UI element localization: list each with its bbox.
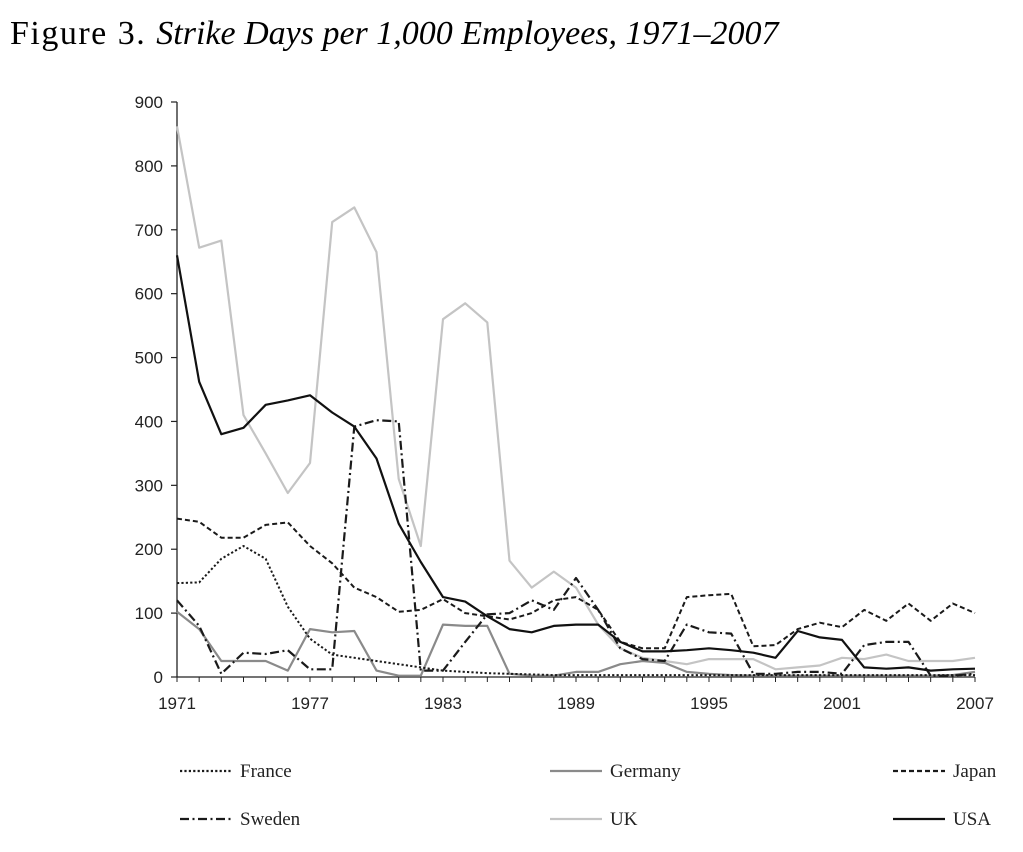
- legend-label-germany: Germany: [610, 761, 681, 782]
- y-tick-label: 600: [135, 285, 163, 304]
- x-tick-label: 1971: [158, 694, 196, 713]
- legend-label-france: France: [240, 761, 292, 782]
- y-tick-label: 500: [135, 349, 163, 368]
- x-tick-label: 1995: [690, 694, 728, 713]
- series-line-germany: [176, 610, 976, 677]
- series-line-uk: [175, 126, 976, 671]
- series-line-usa: [175, 255, 976, 672]
- chart-axes: 0 100 200 300 400 500 600 700 800 900 1971 1977 1983…: [135, 93, 994, 713]
- chart-title: Figure 3. Strike Days per 1,000 Employees…: [10, 15, 781, 52]
- y-tick-label: 800: [135, 157, 163, 176]
- y-tick-label: 200: [135, 540, 163, 559]
- series-line-japan: [176, 517, 976, 650]
- y-tick-label: 400: [135, 412, 163, 431]
- x-tick-label: 1983: [424, 694, 462, 713]
- y-tick-label: 700: [135, 221, 163, 240]
- legend-label-japan: Japan: [953, 761, 997, 782]
- legend-label-sweden: Sweden: [240, 809, 301, 830]
- chart-series: [175, 126, 976, 677]
- x-tick-label: 1989: [557, 694, 595, 713]
- chart-title-lead: Figure 3.: [10, 15, 146, 52]
- y-tick-label: 300: [135, 476, 163, 495]
- y-tick-label: 0: [154, 668, 163, 687]
- chart-title-text: Strike Days per 1,000 Employees, 1971–20…: [156, 15, 780, 52]
- series-line-sweden: [176, 419, 976, 677]
- x-tick-label: 2001: [823, 694, 861, 713]
- legend-label-usa: USA: [953, 809, 991, 830]
- x-tick-label: 2007: [956, 694, 994, 713]
- series-line-france: [176, 545, 975, 677]
- legend-label-uk: UK: [610, 809, 638, 830]
- x-tick-label: 1977: [291, 694, 329, 713]
- chart-legend: France Germany Japan Sweden UK USA: [180, 761, 997, 830]
- y-tick-label: 100: [135, 604, 163, 623]
- y-tick-label: 900: [135, 93, 163, 112]
